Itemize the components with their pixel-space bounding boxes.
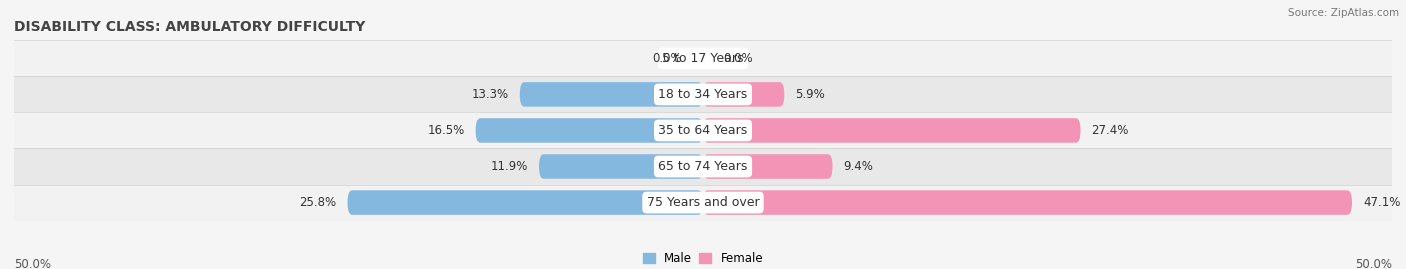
- Bar: [14, 40, 1392, 76]
- Text: 18 to 34 Years: 18 to 34 Years: [658, 88, 748, 101]
- FancyBboxPatch shape: [703, 118, 1081, 143]
- FancyBboxPatch shape: [538, 154, 703, 179]
- Text: 11.9%: 11.9%: [491, 160, 529, 173]
- Text: 25.8%: 25.8%: [299, 196, 336, 209]
- Bar: [14, 185, 1392, 221]
- Text: Source: ZipAtlas.com: Source: ZipAtlas.com: [1288, 8, 1399, 18]
- Text: 75 Years and over: 75 Years and over: [647, 196, 759, 209]
- Text: 5 to 17 Years: 5 to 17 Years: [662, 52, 744, 65]
- Text: 50.0%: 50.0%: [1355, 258, 1392, 269]
- Text: 5.9%: 5.9%: [796, 88, 825, 101]
- Text: 47.1%: 47.1%: [1362, 196, 1400, 209]
- Bar: [14, 112, 1392, 148]
- Bar: [14, 148, 1392, 185]
- Text: DISABILITY CLASS: AMBULATORY DIFFICULTY: DISABILITY CLASS: AMBULATORY DIFFICULTY: [14, 20, 366, 34]
- Text: 27.4%: 27.4%: [1091, 124, 1129, 137]
- Text: 0.0%: 0.0%: [724, 52, 754, 65]
- Text: 35 to 64 Years: 35 to 64 Years: [658, 124, 748, 137]
- Text: 13.3%: 13.3%: [471, 88, 509, 101]
- FancyBboxPatch shape: [703, 82, 785, 107]
- FancyBboxPatch shape: [703, 154, 832, 179]
- FancyBboxPatch shape: [475, 118, 703, 143]
- Text: 16.5%: 16.5%: [427, 124, 464, 137]
- Text: 65 to 74 Years: 65 to 74 Years: [658, 160, 748, 173]
- Text: 0.0%: 0.0%: [652, 52, 682, 65]
- FancyBboxPatch shape: [703, 190, 1353, 215]
- FancyBboxPatch shape: [347, 190, 703, 215]
- FancyBboxPatch shape: [520, 82, 703, 107]
- Bar: [14, 76, 1392, 112]
- Text: 9.4%: 9.4%: [844, 160, 873, 173]
- Text: 50.0%: 50.0%: [14, 258, 51, 269]
- Legend: Male, Female: Male, Female: [643, 252, 763, 265]
